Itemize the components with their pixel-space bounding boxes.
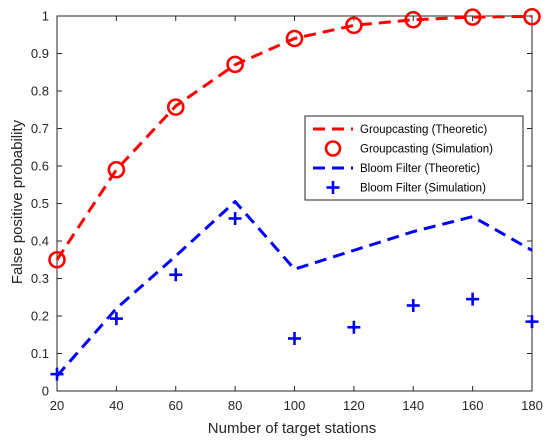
y-tick-label: 0.8 xyxy=(31,84,49,99)
bloom-filter-simulation-marker xyxy=(525,315,539,329)
y-tick-label: 0.3 xyxy=(31,271,49,286)
y-axis-title: False positive probability xyxy=(9,119,26,284)
y-tick-label: 0.9 xyxy=(31,46,49,61)
bloom-filter-theoretic-line xyxy=(55,200,533,377)
groupcasting-simulation-marker xyxy=(345,16,363,35)
groupcasting-simulation-marker xyxy=(226,55,244,74)
groupcasting-simulation-marker xyxy=(107,160,126,179)
legend-label: Bloom Filter (Theoretic) xyxy=(360,163,480,175)
axes: 20 40 60 80 100 120 140 160 180 0 0.1 0.2 0.3 0.4 0.5 0… xyxy=(31,9,543,414)
legend: Groupcasting (Theoretic) Groupcasting (Si… xyxy=(304,115,524,201)
bloom-filter-simulation-marker xyxy=(406,299,420,312)
x-tick-label: 60 xyxy=(169,398,183,413)
y-tick-label: 0.2 xyxy=(31,309,49,324)
bloom-filter-simulation-marker xyxy=(347,320,361,334)
groupcasting-theoretic-line xyxy=(55,14,533,261)
y-tick-label: 1 xyxy=(42,9,49,24)
y-tick-label: 0.6 xyxy=(31,159,49,174)
y-tick-label: 0.1 xyxy=(31,346,49,361)
legend-label: Groupcasting (Theoretic) xyxy=(360,124,487,136)
groupcasting-simulation-marker xyxy=(404,10,423,29)
x-tick-label: 20 xyxy=(50,398,64,413)
legend-swatch-plus xyxy=(326,181,340,194)
legend-label: Groupcasting (Simulation) xyxy=(360,144,493,156)
bloom-filter-simulation-marker xyxy=(169,268,183,282)
series-layer xyxy=(48,7,541,381)
groupcasting-simulation-marker xyxy=(48,250,66,269)
x-tick-label: 180 xyxy=(521,398,543,413)
legend-swatch-circle xyxy=(324,140,342,157)
y-tick-label: 0.4 xyxy=(31,234,49,249)
groupcasting-simulation-marker xyxy=(523,7,541,26)
bloom-filter-simulation-marker xyxy=(466,292,480,306)
x-tick-label: 100 xyxy=(284,398,306,413)
bloom-filter-simulation-marker xyxy=(109,312,123,326)
legend-label: Bloom Filter (Simulation) xyxy=(360,183,486,195)
groupcasting-simulation-marker xyxy=(166,98,185,116)
bloom-filter-simulation-marker xyxy=(288,332,301,345)
x-axis-title: Number of target stations xyxy=(208,420,376,437)
y-tick-label: 0.5 xyxy=(31,196,49,211)
x-tick-label: 160 xyxy=(462,398,484,413)
x-tick-label: 140 xyxy=(402,398,424,413)
groupcasting-simulation-marker xyxy=(285,29,304,48)
bloom-filter-simulation-marker xyxy=(50,367,64,381)
y-tick-label: 0.7 xyxy=(31,121,49,136)
groupcasting-simulation-marker xyxy=(463,8,482,26)
x-tick-label: 80 xyxy=(228,398,242,413)
x-tick-label: 40 xyxy=(109,398,123,413)
x-tick-label: 120 xyxy=(343,398,365,413)
bloom-filter-simulation-marker xyxy=(228,212,242,225)
y-tick-label: 0 xyxy=(42,384,49,399)
